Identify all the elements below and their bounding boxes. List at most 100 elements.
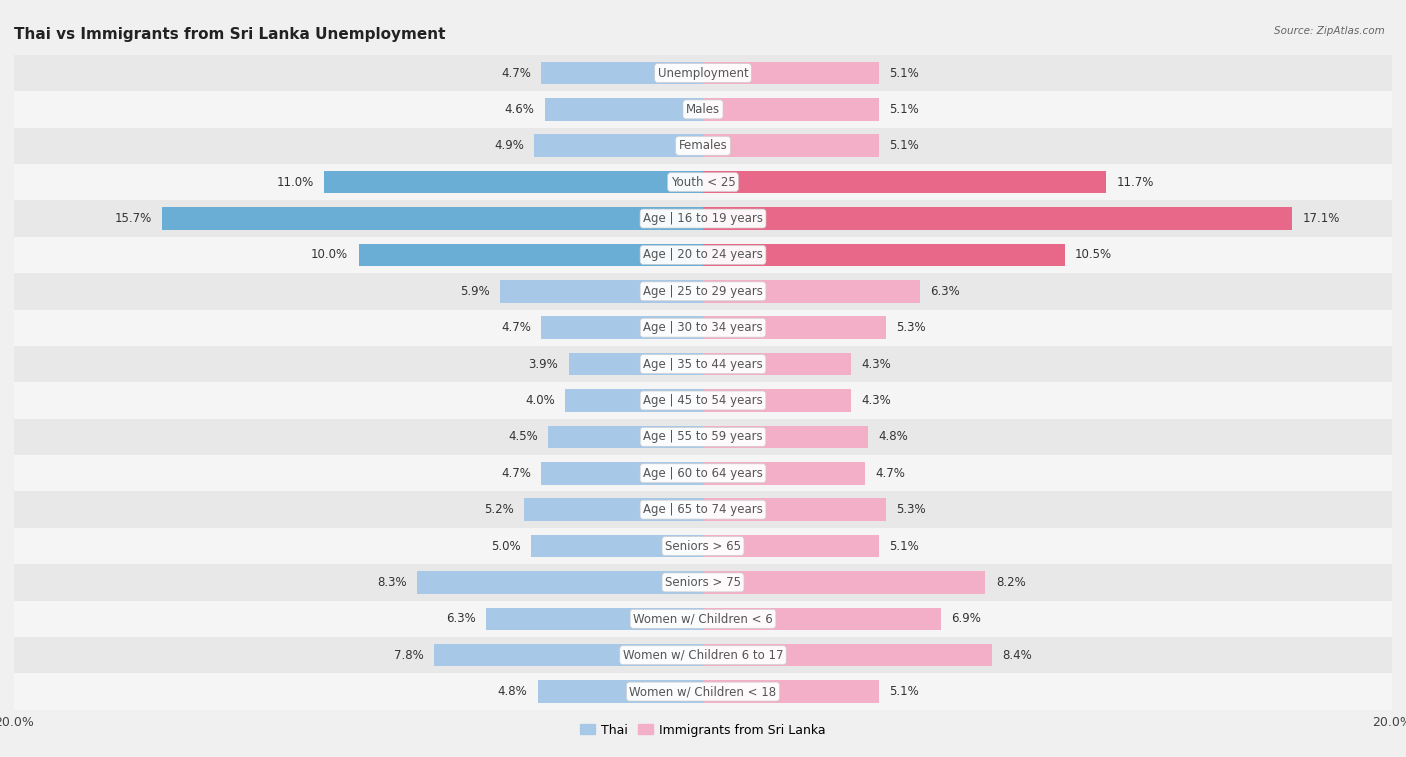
Text: Females: Females	[679, 139, 727, 152]
Bar	[541, 316, 703, 339]
Text: 4.5%: 4.5%	[508, 431, 537, 444]
Text: 4.3%: 4.3%	[862, 394, 891, 407]
Bar	[14, 564, 1392, 600]
Text: Women w/ Children 6 to 17: Women w/ Children 6 to 17	[623, 649, 783, 662]
Text: 4.3%: 4.3%	[862, 357, 891, 371]
Bar	[14, 528, 1392, 564]
Text: 3.9%: 3.9%	[529, 357, 558, 371]
Bar	[14, 346, 1392, 382]
Text: 4.9%: 4.9%	[494, 139, 524, 152]
Text: 8.4%: 8.4%	[1002, 649, 1032, 662]
Bar	[14, 128, 1392, 164]
Bar	[486, 608, 703, 630]
Text: Unemployment: Unemployment	[658, 67, 748, 79]
Text: 4.7%: 4.7%	[501, 67, 531, 79]
Text: Age | 60 to 64 years: Age | 60 to 64 years	[643, 467, 763, 480]
Bar	[162, 207, 703, 230]
Text: Source: ZipAtlas.com: Source: ZipAtlas.com	[1274, 26, 1385, 36]
Bar	[14, 91, 1392, 128]
Text: 15.7%: 15.7%	[115, 212, 152, 225]
Text: 8.2%: 8.2%	[995, 576, 1025, 589]
Text: Youth < 25: Youth < 25	[671, 176, 735, 188]
Text: 5.0%: 5.0%	[491, 540, 520, 553]
Text: 4.8%: 4.8%	[498, 685, 527, 698]
Bar	[703, 389, 851, 412]
Text: 10.0%: 10.0%	[311, 248, 349, 261]
Text: 17.1%: 17.1%	[1302, 212, 1340, 225]
Text: 5.3%: 5.3%	[896, 321, 925, 334]
Bar	[14, 382, 1392, 419]
Bar	[703, 462, 865, 484]
Bar	[703, 98, 879, 120]
Text: 10.5%: 10.5%	[1076, 248, 1112, 261]
Text: 8.3%: 8.3%	[377, 576, 406, 589]
Bar	[14, 491, 1392, 528]
Bar	[14, 419, 1392, 455]
Text: Age | 55 to 59 years: Age | 55 to 59 years	[643, 431, 763, 444]
Text: 5.1%: 5.1%	[889, 540, 918, 553]
Text: Age | 45 to 54 years: Age | 45 to 54 years	[643, 394, 763, 407]
Bar	[14, 674, 1392, 710]
Bar	[14, 55, 1392, 91]
Bar	[434, 644, 703, 666]
Bar	[14, 637, 1392, 674]
Bar	[703, 608, 941, 630]
Bar	[703, 681, 879, 702]
Bar	[703, 207, 1292, 230]
Bar	[703, 135, 879, 157]
Bar	[703, 498, 886, 521]
Bar	[703, 316, 886, 339]
Bar	[14, 455, 1392, 491]
Text: 5.1%: 5.1%	[889, 685, 918, 698]
Text: 11.0%: 11.0%	[277, 176, 314, 188]
Text: Seniors > 65: Seniors > 65	[665, 540, 741, 553]
Text: Age | 25 to 29 years: Age | 25 to 29 years	[643, 285, 763, 298]
Bar	[524, 498, 703, 521]
Text: 5.2%: 5.2%	[484, 503, 513, 516]
Bar	[499, 280, 703, 303]
Text: 5.9%: 5.9%	[460, 285, 489, 298]
Bar	[359, 244, 703, 266]
Text: Age | 16 to 19 years: Age | 16 to 19 years	[643, 212, 763, 225]
Text: 5.1%: 5.1%	[889, 139, 918, 152]
Text: 4.7%: 4.7%	[501, 467, 531, 480]
Bar	[703, 171, 1107, 194]
Text: Males: Males	[686, 103, 720, 116]
Bar	[568, 353, 703, 375]
Text: Age | 35 to 44 years: Age | 35 to 44 years	[643, 357, 763, 371]
Text: 4.7%: 4.7%	[875, 467, 905, 480]
Text: Age | 65 to 74 years: Age | 65 to 74 years	[643, 503, 763, 516]
Text: Thai vs Immigrants from Sri Lanka Unemployment: Thai vs Immigrants from Sri Lanka Unempl…	[14, 27, 446, 42]
Text: 5.3%: 5.3%	[896, 503, 925, 516]
Text: 7.8%: 7.8%	[394, 649, 425, 662]
Text: Women w/ Children < 6: Women w/ Children < 6	[633, 612, 773, 625]
Bar	[703, 353, 851, 375]
Bar	[703, 571, 986, 593]
Text: Age | 20 to 24 years: Age | 20 to 24 years	[643, 248, 763, 261]
Bar	[323, 171, 703, 194]
Bar	[544, 98, 703, 120]
Text: 5.1%: 5.1%	[889, 103, 918, 116]
Text: 6.3%: 6.3%	[446, 612, 475, 625]
Text: 4.0%: 4.0%	[524, 394, 555, 407]
Text: 6.3%: 6.3%	[931, 285, 960, 298]
Bar	[418, 571, 703, 593]
Text: Women w/ Children < 18: Women w/ Children < 18	[630, 685, 776, 698]
Bar	[565, 389, 703, 412]
Bar	[531, 534, 703, 557]
Text: 4.7%: 4.7%	[501, 321, 531, 334]
Legend: Thai, Immigrants from Sri Lanka: Thai, Immigrants from Sri Lanka	[575, 718, 831, 742]
Bar	[14, 600, 1392, 637]
Bar	[14, 237, 1392, 273]
Text: 4.8%: 4.8%	[879, 431, 908, 444]
Bar	[541, 462, 703, 484]
Bar	[14, 273, 1392, 310]
Text: Seniors > 75: Seniors > 75	[665, 576, 741, 589]
Bar	[14, 201, 1392, 237]
Bar	[14, 164, 1392, 201]
Bar	[14, 310, 1392, 346]
Bar	[703, 280, 920, 303]
Bar	[548, 425, 703, 448]
Bar	[703, 644, 993, 666]
Bar	[703, 244, 1064, 266]
